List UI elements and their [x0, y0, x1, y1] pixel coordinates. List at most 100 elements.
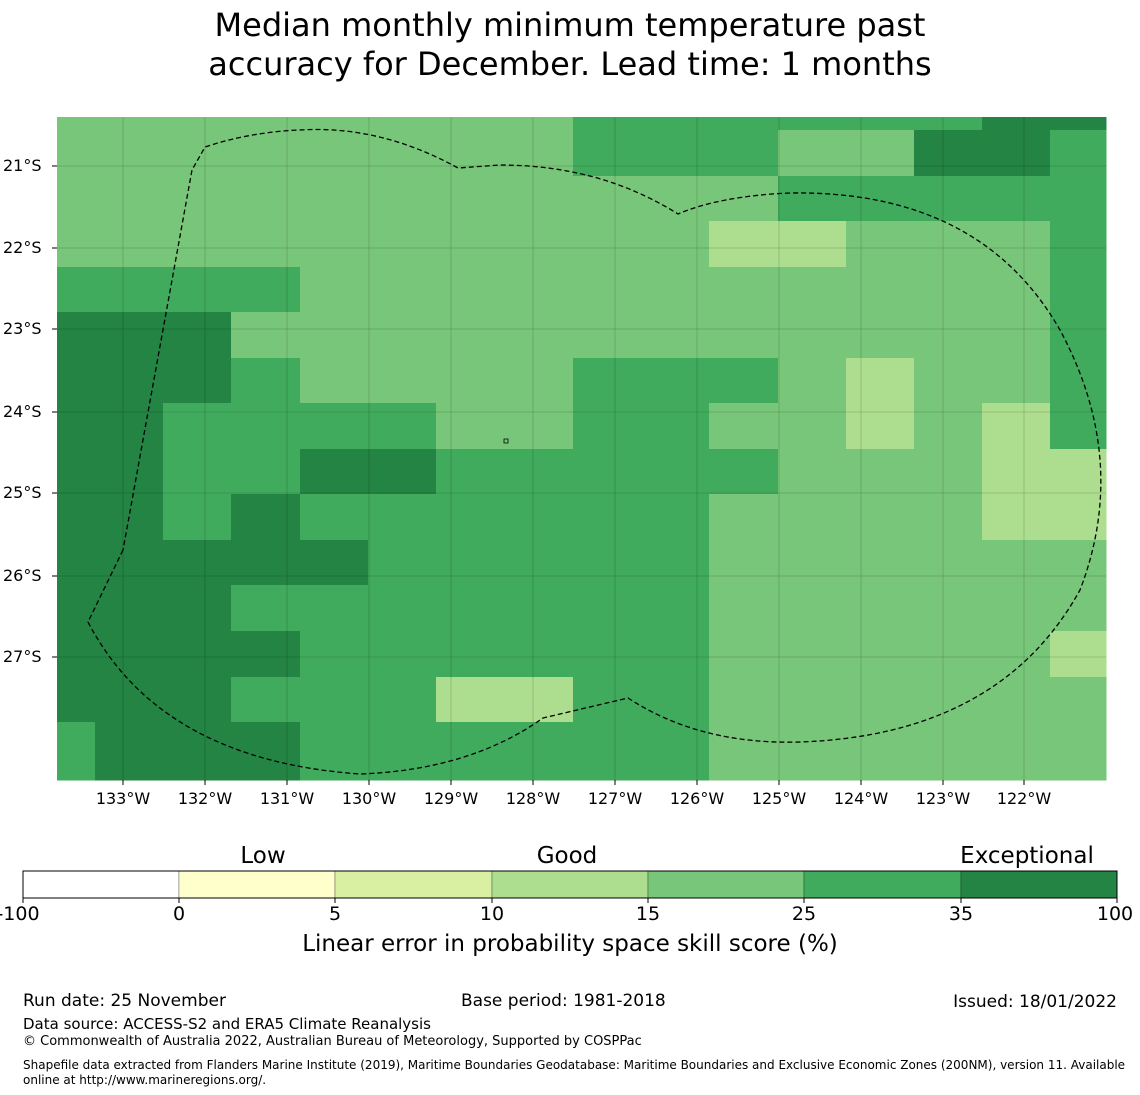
grid-cell — [504, 358, 574, 404]
grid-cell — [982, 585, 1051, 632]
grid-cell — [163, 130, 232, 177]
grid-cell — [163, 358, 232, 404]
grid-cell — [982, 221, 1051, 268]
grid-cell — [709, 267, 779, 313]
grid-cell — [914, 176, 983, 222]
grid-cell — [778, 631, 847, 678]
grid-cell — [846, 449, 915, 495]
grid-cell — [914, 449, 983, 495]
grid-cell — [57, 312, 96, 359]
grid-cell — [641, 494, 710, 541]
grid-cell — [504, 631, 574, 678]
grid-cell — [436, 540, 505, 586]
grid-cell — [163, 449, 232, 495]
grid-cell — [504, 267, 574, 313]
grid-cell — [436, 403, 505, 450]
grid-cell — [778, 312, 847, 359]
colorbar-segment — [803, 870, 962, 899]
grid-cell — [436, 312, 505, 359]
grid-cell — [231, 631, 301, 678]
grid-cell — [573, 176, 642, 222]
grid-cell — [846, 117, 915, 131]
base-period: Base period: 1981-2018 — [461, 991, 666, 1011]
grid-cell — [504, 585, 574, 632]
grid-cell — [436, 267, 505, 313]
grid-cell — [1050, 358, 1107, 404]
grid-cell — [300, 117, 369, 131]
grid-cell — [368, 403, 437, 450]
grid-cell — [300, 494, 369, 541]
grid-cell — [57, 403, 96, 450]
grid-cell — [57, 631, 96, 678]
lon-label: 130°W — [341, 789, 397, 808]
grid-cell — [709, 540, 779, 586]
lat-label: 24°S — [3, 402, 42, 421]
grid-cell — [368, 176, 437, 222]
grid-cell — [778, 221, 847, 268]
grid-cell — [641, 722, 710, 781]
grid-cell — [846, 403, 915, 450]
grid-cell — [95, 677, 164, 723]
grid-cell — [846, 358, 915, 404]
colorbar-label: Linear error in probability space skill … — [302, 931, 838, 957]
lat-label: 23°S — [3, 319, 42, 338]
grid-cell — [368, 494, 437, 541]
grid-cell — [368, 117, 437, 131]
grid-cell — [709, 221, 779, 268]
grid-cell — [846, 631, 915, 678]
grid-cell — [573, 722, 642, 781]
title-line-2: accuracy for December. Lead time: 1 mont… — [208, 45, 932, 83]
grid-cell — [300, 403, 369, 450]
grid-cell — [368, 585, 437, 632]
data-source: Data source: ACCESS-S2 and ERA5 Climate … — [23, 1015, 431, 1033]
lon-label: 123°W — [915, 789, 971, 808]
grid-cell — [846, 176, 915, 222]
grid-cell — [641, 267, 710, 313]
map-title: Median monthly minimum temperature past … — [0, 6, 1140, 84]
grid-cell — [231, 221, 301, 268]
grid-cell — [982, 403, 1051, 450]
lat-label: 27°S — [3, 647, 42, 666]
grid-cell — [914, 585, 983, 632]
grid-cell — [504, 540, 574, 586]
grid-cell — [300, 722, 369, 781]
grid-cell — [778, 130, 847, 177]
grid-cell — [163, 403, 232, 450]
grid-cell — [641, 403, 710, 450]
grid-cell — [57, 358, 96, 404]
issued-date: Issued: 18/01/2022 — [953, 992, 1117, 1012]
grid-cell — [1050, 540, 1107, 586]
grid-cell — [573, 358, 642, 404]
grid-cell — [368, 130, 437, 177]
grid-cell — [436, 176, 505, 222]
grid-cell — [982, 312, 1051, 359]
lon-label: 124°W — [833, 789, 889, 808]
grid-cell — [504, 312, 574, 359]
grid-cell — [231, 494, 301, 541]
grid-cell — [709, 176, 779, 222]
grid-cell — [1050, 176, 1107, 222]
grid-cell — [846, 677, 915, 723]
grid-cell — [300, 176, 369, 222]
grid-cell — [57, 176, 96, 222]
grid-cell — [300, 221, 369, 268]
grid-cell — [778, 540, 847, 586]
grid-cell — [504, 117, 574, 131]
colorbar-tick: 0 — [172, 903, 186, 925]
grid-cell — [778, 449, 847, 495]
grid-cell — [641, 585, 710, 632]
colorbar-tick: 100 — [1096, 903, 1134, 925]
grid-cell — [914, 722, 983, 781]
grid-cell — [573, 117, 642, 131]
grid-cell — [163, 267, 232, 313]
grid-cell — [914, 540, 983, 586]
grid-cell — [709, 494, 779, 541]
grid-cell — [231, 358, 301, 404]
grid-cell — [573, 221, 642, 268]
grid-cell — [57, 677, 96, 723]
grid-cell — [846, 585, 915, 632]
grid-cell — [95, 176, 164, 222]
grid-cell — [641, 130, 710, 177]
lon-label: 128°W — [505, 789, 561, 808]
grid-cell — [95, 267, 164, 313]
